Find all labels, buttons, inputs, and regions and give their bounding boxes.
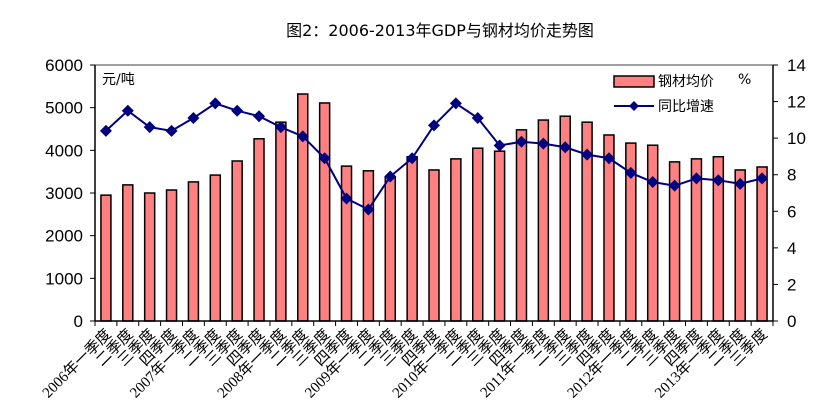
growth-point	[362, 203, 375, 216]
right-tick-label: 0	[787, 312, 796, 331]
growth-point	[515, 135, 528, 148]
growth-point	[209, 97, 222, 110]
bar	[406, 155, 418, 322]
left-tick-label: 2000	[45, 227, 83, 246]
bar	[165, 189, 178, 322]
left-tick-label: 1000	[45, 269, 83, 288]
growth-point	[406, 152, 419, 165]
growth-point	[537, 137, 550, 150]
bar	[756, 166, 768, 322]
bar	[384, 176, 397, 322]
growth-point	[274, 121, 287, 134]
bar	[143, 192, 156, 322]
right-tick-label: 14	[787, 56, 806, 75]
growth-point	[690, 172, 703, 185]
left-tick-label: 3000	[45, 184, 83, 203]
bar	[253, 138, 265, 322]
bar	[428, 169, 440, 322]
bar	[100, 194, 112, 322]
legend-line-label: 同比增速	[658, 99, 714, 115]
bar	[209, 174, 222, 322]
legend: 钢材均价 同比增速	[613, 74, 714, 115]
growth-point	[296, 130, 309, 143]
growth-point	[756, 172, 769, 185]
growth-point	[493, 139, 506, 152]
growth-point	[340, 192, 353, 205]
bar	[340, 165, 353, 322]
bar	[231, 160, 243, 322]
left-tick-label: 5000	[45, 99, 83, 118]
left-tick-label: 0	[74, 312, 83, 331]
chart-title: 图2：2006-2013年GDP与钢材均价走势图	[286, 21, 594, 40]
growth-point	[602, 152, 615, 165]
left-tick-label: 6000	[45, 56, 83, 75]
growth-point	[187, 112, 200, 125]
bar	[471, 147, 484, 322]
right-tick-label: 12	[787, 93, 806, 112]
right-tick-label: 6	[787, 202, 796, 221]
legend-bar-label: 钢材均价	[658, 74, 714, 90]
growth-point	[253, 110, 266, 123]
bar	[275, 121, 287, 322]
bar	[122, 184, 134, 322]
growth-point	[668, 179, 681, 192]
bar	[318, 102, 331, 322]
growth-point	[712, 174, 725, 187]
growth-point	[99, 124, 112, 137]
bar	[362, 170, 375, 322]
growth-point	[121, 104, 134, 117]
bar	[734, 169, 746, 322]
growth-point	[318, 152, 331, 165]
left-unit-label: 元/吨	[102, 72, 135, 88]
growth-point	[646, 176, 659, 189]
bar	[187, 181, 200, 322]
growth-point	[449, 97, 462, 110]
growth-point	[165, 124, 178, 137]
right-tick-label: 4	[787, 239, 796, 258]
growth-point	[231, 104, 244, 117]
growth-point	[559, 141, 572, 154]
bar	[646, 144, 659, 322]
growth-point	[581, 148, 594, 161]
growth-point	[624, 166, 637, 179]
left-tick-label: 4000	[45, 141, 83, 160]
right-tick-label: 8	[787, 166, 796, 185]
growth-point	[734, 177, 747, 190]
right-unit-label: %	[738, 72, 751, 88]
legend-bar-swatch	[613, 75, 655, 88]
bar	[515, 129, 528, 322]
bar	[297, 93, 309, 322]
bar	[493, 150, 506, 322]
bar	[450, 158, 462, 322]
legend-line-marker	[629, 101, 639, 111]
growth-point	[143, 121, 156, 134]
right-tick-label: 10	[787, 129, 806, 148]
bar	[537, 119, 550, 322]
growth-point	[384, 170, 397, 183]
right-tick-label: 2	[787, 275, 796, 294]
growth-point	[428, 119, 440, 132]
growth-point	[471, 112, 484, 125]
